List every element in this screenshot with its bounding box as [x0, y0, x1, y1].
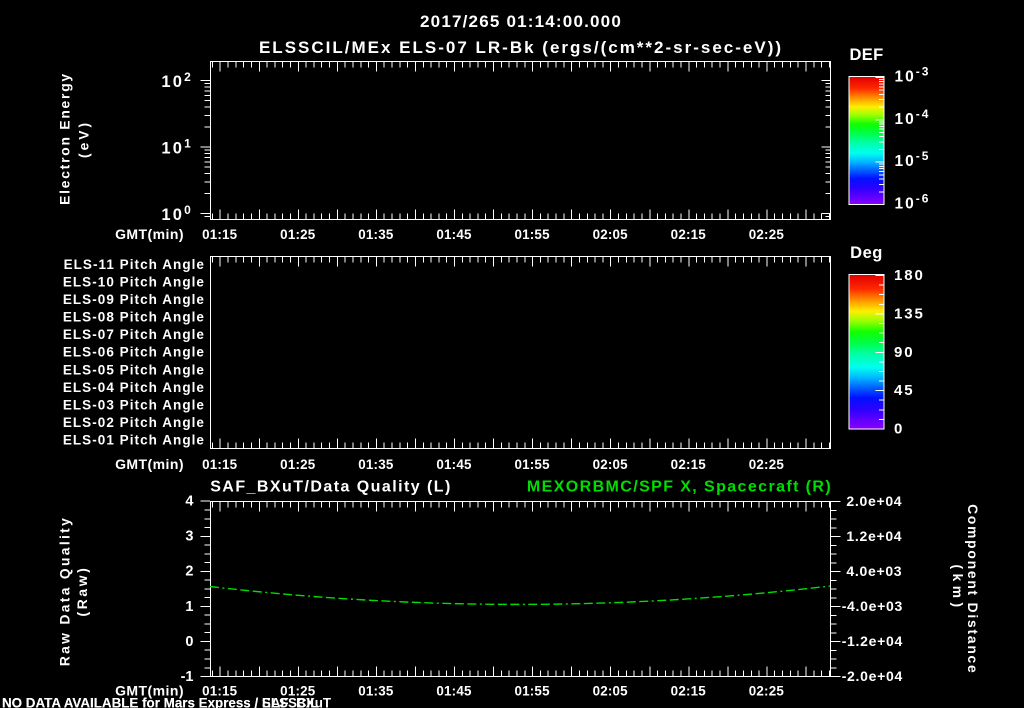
svg-text:ELS-07 Pitch Angle: ELS-07 Pitch Angle — [63, 327, 205, 342]
svg-text:01:35: 01:35 — [358, 227, 394, 242]
svg-text:01:15: 01:15 — [202, 227, 238, 242]
svg-text:(km): (km) — [950, 564, 965, 611]
svg-text:ELSSCIL/MEx ELS-07 LR-Bk (erg: ELSSCIL/MEx ELS-07 LR-Bk (ergs/(cm**2-sr… — [259, 38, 783, 57]
svg-text:02:05: 02:05 — [593, 457, 629, 472]
svg-text:(eV): (eV) — [77, 120, 92, 158]
svg-text:0: 0 — [894, 421, 904, 438]
svg-text:01:55: 01:55 — [514, 684, 550, 699]
svg-text:100: 100 — [161, 203, 193, 224]
svg-text:DEF: DEF — [850, 46, 884, 64]
svg-text:ELS-02 Pitch Angle: ELS-02 Pitch Angle — [63, 415, 205, 430]
svg-text:ELS-01 Pitch Angle: ELS-01 Pitch Angle — [63, 433, 205, 448]
svg-text:2017/265 01:14:00.000: 2017/265 01:14:00.000 — [420, 12, 622, 31]
svg-text:ELS-08 Pitch Angle: ELS-08 Pitch Angle — [63, 310, 205, 325]
svg-text:ELS-05 Pitch Angle: ELS-05 Pitch Angle — [63, 362, 205, 377]
svg-text:4: 4 — [185, 494, 193, 510]
svg-text:2: 2 — [185, 564, 193, 580]
svg-text:ELS-09 Pitch Angle: ELS-09 Pitch Angle — [63, 292, 205, 307]
svg-text:SAF_BXuT/Data Quality (L): SAF_BXuT/Data Quality (L) — [210, 479, 452, 496]
svg-text:02:15: 02:15 — [671, 457, 707, 472]
svg-text:45: 45 — [894, 382, 915, 399]
svg-text:NO DATA AVAILABLE for Mars Exp: NO DATA AVAILABLE for Mars Express / SAF… — [2, 695, 332, 708]
svg-text:02:15: 02:15 — [671, 227, 707, 242]
svg-text:01:45: 01:45 — [436, 684, 472, 699]
svg-text:-2.0e+04: -2.0e+04 — [842, 668, 903, 684]
svg-text:Deg: Deg — [850, 244, 883, 262]
svg-text:102: 102 — [161, 70, 193, 91]
svg-text:01:15: 01:15 — [202, 457, 238, 472]
svg-text:101: 101 — [161, 137, 193, 158]
svg-text:01:15: 01:15 — [202, 684, 238, 699]
svg-text:02:25: 02:25 — [749, 684, 785, 699]
svg-text:Component Distance: Component Distance — [965, 504, 980, 674]
svg-text:GMT(min): GMT(min) — [115, 683, 184, 699]
svg-text:01:35: 01:35 — [358, 684, 394, 699]
svg-text:ELS-11 Pitch Angle: ELS-11 Pitch Angle — [64, 257, 205, 272]
svg-text:01:25: 01:25 — [280, 684, 316, 699]
svg-text:01:35: 01:35 — [358, 457, 394, 472]
svg-text:2.0e+04: 2.0e+04 — [846, 493, 902, 509]
svg-text:ELS-04 Pitch Angle: ELS-04 Pitch Angle — [63, 380, 205, 395]
svg-text:01:25: 01:25 — [280, 227, 316, 242]
svg-text:Electron Energy: Electron Energy — [58, 72, 73, 205]
svg-text:-1.2e+04: -1.2e+04 — [842, 633, 903, 649]
svg-text:01:45: 01:45 — [436, 227, 472, 242]
svg-text:02:05: 02:05 — [593, 684, 629, 699]
svg-text:02:05: 02:05 — [593, 227, 629, 242]
svg-text:ELS-10 Pitch Angle: ELS-10 Pitch Angle — [63, 274, 205, 289]
svg-text:GMT(min): GMT(min) — [115, 456, 184, 472]
svg-text:180: 180 — [894, 267, 925, 284]
svg-text:ELS-03 Pitch Angle: ELS-03 Pitch Angle — [63, 397, 205, 412]
svg-text:(Raw): (Raw) — [75, 565, 90, 616]
svg-text:01:45: 01:45 — [436, 457, 472, 472]
svg-text:01:25: 01:25 — [280, 457, 316, 472]
svg-text:135: 135 — [894, 305, 925, 322]
svg-text:-1: -1 — [181, 669, 194, 685]
svg-text:01:55: 01:55 — [514, 227, 550, 242]
svg-text:1: 1 — [185, 599, 193, 615]
svg-text:01:55: 01:55 — [514, 457, 550, 472]
svg-text:MEXORBMC/SPF X, Spacecraft (R): MEXORBMC/SPF X, Spacecraft (R) — [527, 479, 832, 496]
svg-text:4.0e+03: 4.0e+03 — [846, 563, 902, 579]
svg-text:GMT(min): GMT(min) — [115, 226, 184, 242]
svg-text:90: 90 — [894, 344, 915, 361]
svg-text:0: 0 — [185, 634, 193, 650]
svg-text:02:25: 02:25 — [749, 457, 785, 472]
svg-text:3: 3 — [185, 529, 193, 545]
svg-text:ELS-06 Pitch Angle: ELS-06 Pitch Angle — [63, 345, 205, 360]
svg-text:1.2e+04: 1.2e+04 — [846, 528, 902, 544]
svg-text:-4.0e+03: -4.0e+03 — [842, 598, 903, 614]
svg-text:02:15: 02:15 — [671, 684, 707, 699]
svg-text:02:25: 02:25 — [749, 227, 785, 242]
svg-text:Raw Data Quality: Raw Data Quality — [58, 516, 73, 666]
svg-text:NO DATA AVAILABLE for Mars Exp: NO DATA AVAILABLE for Mars Express / ELS… — [2, 695, 318, 708]
